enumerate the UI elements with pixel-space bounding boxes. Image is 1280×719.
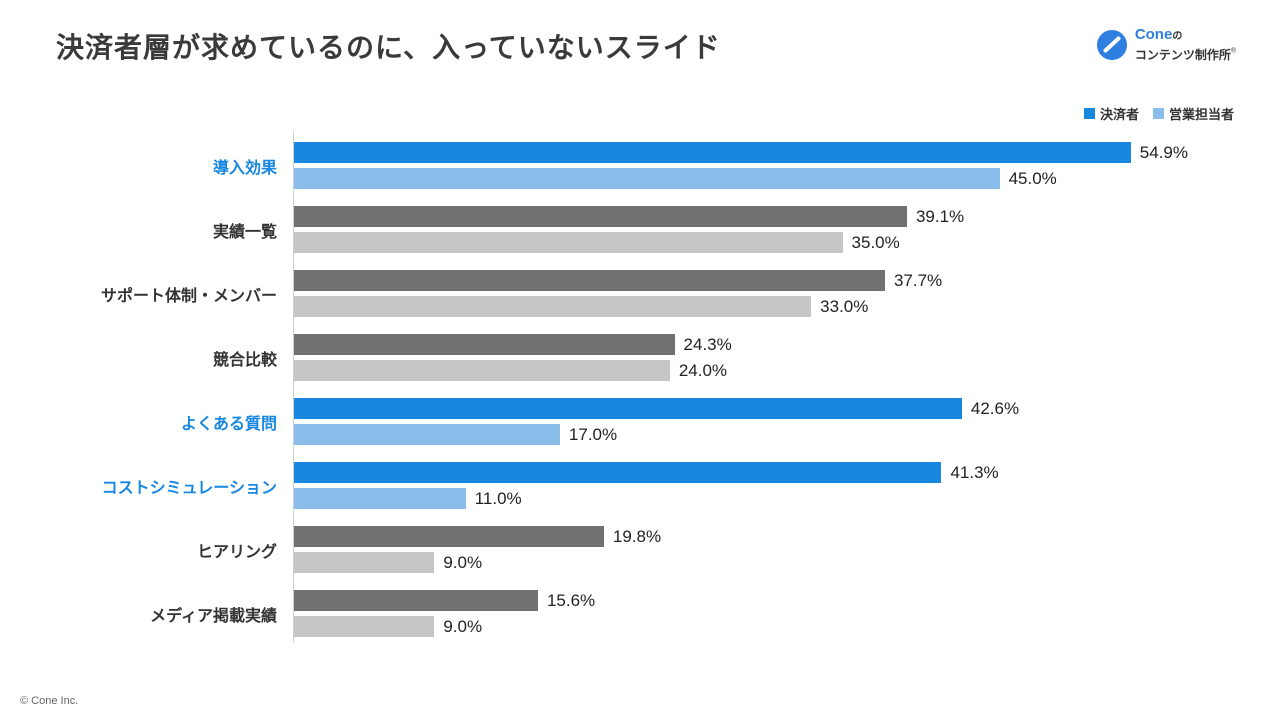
bar-sales-rep: [293, 424, 560, 445]
logo-registered-mark: ®: [1230, 47, 1236, 55]
bar-sales-rep: [293, 232, 843, 253]
value-label: 17.0%: [568, 424, 618, 444]
value-label: 54.9%: [1139, 142, 1188, 162]
bar-line: 39.1%: [293, 206, 1188, 227]
bar-decision-maker: [293, 526, 604, 547]
bar-decision-maker: [293, 590, 538, 611]
category-label: サポート体制・メンバー: [100, 287, 277, 305]
value-label: 37.7%: [893, 270, 943, 290]
bar-line: 11.0%: [293, 488, 1188, 509]
bar-sales-rep: [293, 616, 435, 637]
value-label: 24.0%: [678, 360, 728, 380]
category-label: 実績一覧: [212, 223, 277, 241]
category-bars: 37.7% 33.0%: [293, 270, 1188, 317]
value-label: 39.1%: [915, 206, 965, 226]
bar-line: 9.0%: [293, 552, 1188, 573]
value-label: 15.6%: [546, 590, 596, 610]
chart-row: 導入効果 54.9% 45.0%: [0, 142, 1280, 189]
chart-row: 競合比較 24.3% 24.0%: [0, 334, 1280, 381]
copyright: © Cone Inc.: [20, 695, 79, 707]
bar-decision-maker: [293, 270, 885, 291]
bar-decision-maker: [293, 334, 675, 355]
bar-line: 24.0%: [293, 360, 1188, 381]
bar-sales-rep: [293, 488, 466, 509]
value-label: 45.0%: [1008, 168, 1057, 188]
chart-legend: 決済者 営業担当者: [1083, 104, 1234, 123]
bar-chart: 導入効果 54.9% 45.0% 実績一覧 39.1% 35.0% サポート体制・メンバー 3…: [0, 131, 1280, 654]
category-label: 導入効果: [212, 159, 277, 177]
chart-row: ヒアリング 19.8% 9.0%: [0, 526, 1280, 573]
value-label: 41.3%: [950, 462, 999, 482]
chart-row: 実績一覧 39.1% 35.0%: [0, 206, 1280, 253]
legend-label: 営業担当者: [1168, 107, 1234, 122]
cone-logo-text: Coneの コンテンツ制作所®: [1135, 25, 1236, 65]
value-label: 42.6%: [970, 398, 1020, 418]
category-label: コストシミュレーション: [101, 479, 277, 497]
category-bars: 24.3% 24.0%: [293, 334, 1188, 381]
bar-line: 35.0%: [293, 232, 1188, 253]
category-bars: 41.3% 11.0%: [293, 462, 1188, 509]
bar-line: 9.0%: [293, 616, 1188, 637]
chart-row: よくある質問 42.6% 17.0%: [0, 398, 1280, 445]
bar-decision-maker: [293, 398, 962, 419]
legend-item: 決済者: [1083, 104, 1139, 123]
bar-decision-maker: [293, 462, 942, 483]
bar-sales-rep: [293, 168, 1000, 189]
cone-logo: Coneの コンテンツ制作所®: [1096, 25, 1236, 65]
bar-sales-rep: [293, 296, 812, 317]
category-bars: 19.8% 9.0%: [293, 526, 1188, 573]
logo-subtitle: コンテンツ制作所: [1134, 48, 1231, 62]
chart-row: コストシミュレーション 41.3% 11.0%: [0, 462, 1280, 509]
bar-sales-rep: [293, 360, 670, 381]
category-bars: 42.6% 17.0%: [293, 398, 1188, 445]
chart-axis-line: [293, 131, 294, 643]
bar-line: 24.3%: [293, 334, 1188, 355]
bar-line: 15.6%: [293, 590, 1188, 611]
chart-row: メディア掲載実績 15.6% 9.0%: [0, 590, 1280, 637]
bar-line: 19.8%: [293, 526, 1188, 547]
bar-line: 54.9%: [293, 142, 1188, 163]
value-label: 33.0%: [820, 296, 869, 316]
value-label: 9.0%: [443, 616, 483, 636]
legend-swatch: [1083, 108, 1095, 119]
category-bars: 15.6% 9.0%: [293, 590, 1188, 637]
category-bars: 54.9% 45.0%: [293, 142, 1188, 189]
category-label: よくある質問: [180, 415, 277, 433]
bar-decision-maker: [293, 142, 1131, 163]
bar-line: 17.0%: [293, 424, 1188, 445]
value-label: 24.3%: [683, 334, 732, 354]
bar-line: 41.3%: [293, 462, 1188, 483]
bar-line: 33.0%: [293, 296, 1188, 317]
legend-swatch: [1152, 108, 1164, 119]
logo-brand: Cone: [1134, 26, 1173, 43]
page-title: 決済者層が求めているのに、入っていないスライド: [56, 32, 721, 63]
chart-row: サポート体制・メンバー 37.7% 33.0%: [0, 270, 1280, 317]
category-bars: 39.1% 35.0%: [293, 206, 1188, 253]
value-label: 11.0%: [474, 488, 522, 508]
bar-sales-rep: [293, 552, 435, 573]
bar-line: 45.0%: [293, 168, 1188, 189]
bar-line: 37.7%: [293, 270, 1188, 291]
value-label: 35.0%: [851, 232, 900, 252]
cone-logo-icon: [1096, 30, 1127, 60]
legend-label: 決済者: [1099, 107, 1139, 122]
category-label: ヒアリング: [196, 543, 277, 561]
legend-item: 営業担当者: [1152, 104, 1234, 123]
bar-decision-maker: [293, 206, 907, 227]
bar-line: 42.6%: [293, 398, 1188, 419]
value-label: 19.8%: [612, 526, 662, 546]
category-label: 競合比較: [212, 351, 277, 369]
value-label: 9.0%: [443, 552, 483, 572]
logo-particle: の: [1172, 31, 1183, 42]
category-label: メディア掲載実績: [150, 607, 277, 625]
